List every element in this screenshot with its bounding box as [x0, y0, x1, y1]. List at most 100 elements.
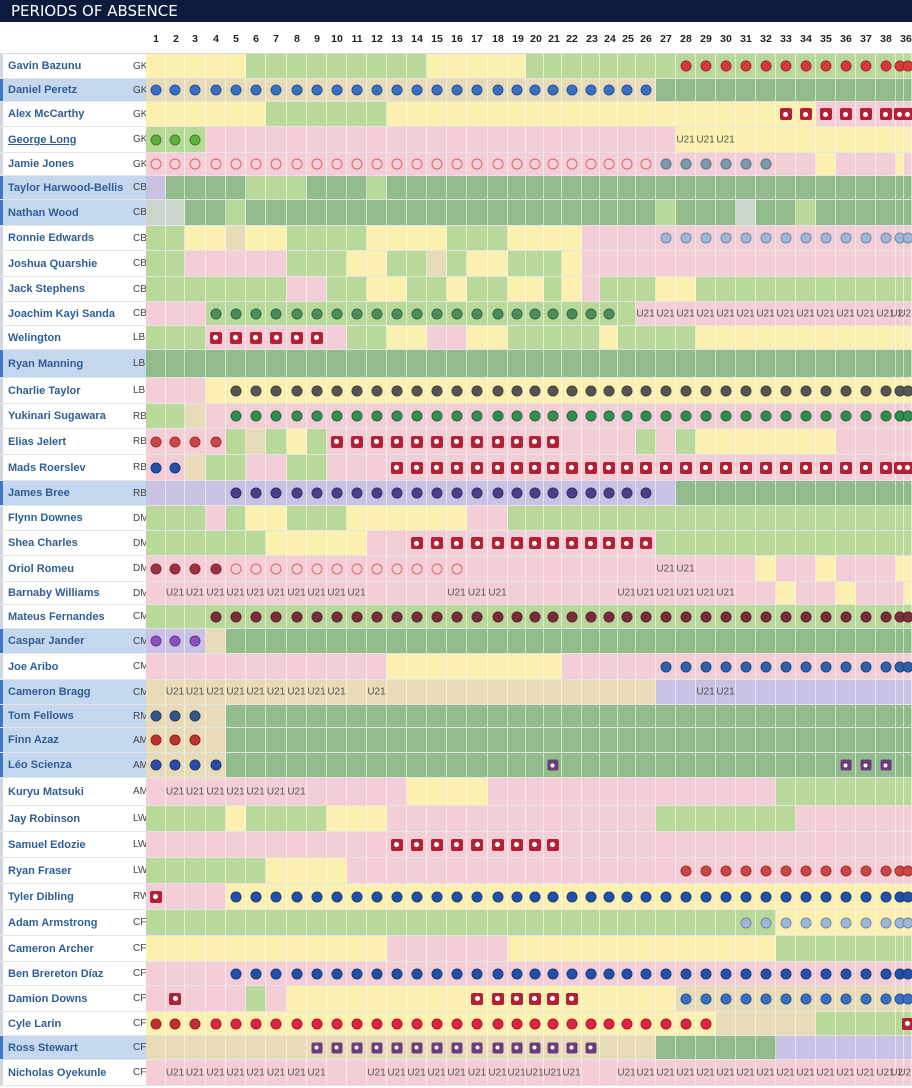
player-name[interactable]: Shea Charles — [8, 537, 78, 549]
absence-cell[interactable] — [636, 962, 656, 985]
absence-cell[interactable] — [508, 127, 526, 152]
absence-cell[interactable] — [287, 806, 307, 831]
player-name[interactable]: Ross Stewart — [8, 1042, 78, 1054]
absence-cell[interactable] — [876, 226, 896, 250]
absence-cell[interactable] — [427, 531, 447, 555]
absence-cell[interactable] — [447, 378, 467, 403]
absence-cell[interactable] — [347, 481, 367, 505]
absence-cell[interactable] — [618, 127, 636, 152]
absence-cell[interactable] — [387, 832, 407, 857]
absence-cell[interactable] — [736, 506, 756, 530]
absence-cell[interactable]: U21 — [756, 1060, 776, 1085]
absence-cell[interactable] — [407, 200, 427, 225]
absence-cell[interactable]: U21 — [776, 1060, 796, 1085]
absence-cell[interactable] — [407, 936, 427, 961]
absence-cell[interactable] — [896, 832, 904, 857]
absence-cell[interactable] — [600, 936, 618, 961]
absence-cell[interactable] — [896, 582, 904, 604]
absence-cell[interactable] — [876, 858, 896, 883]
absence-cell[interactable]: U21 — [367, 1060, 387, 1085]
absence-cell[interactable] — [467, 176, 488, 199]
absence-cell[interactable] — [876, 910, 896, 935]
absence-cell[interactable] — [508, 54, 526, 78]
absence-cell[interactable] — [447, 705, 467, 727]
absence-cell[interactable] — [562, 153, 582, 175]
absence-cell[interactable] — [756, 582, 776, 604]
absence-cell[interactable] — [636, 326, 656, 349]
absence-cell[interactable] — [656, 277, 676, 301]
absence-cell[interactable] — [407, 629, 427, 653]
absence-cell[interactable] — [327, 251, 347, 276]
absence-cell[interactable] — [287, 251, 307, 276]
absence-cell[interactable] — [776, 680, 796, 704]
absence-cell[interactable] — [636, 936, 656, 961]
absence-cell[interactable] — [876, 1012, 896, 1035]
absence-cell[interactable] — [246, 506, 266, 530]
absence-cell[interactable] — [407, 962, 427, 985]
absence-cell[interactable] — [876, 806, 896, 831]
absence-cell[interactable] — [656, 654, 676, 679]
absence-cell[interactable] — [562, 962, 582, 985]
absence-cell[interactable] — [327, 176, 347, 199]
absence-cell[interactable] — [562, 654, 582, 679]
absence-cell[interactable] — [226, 326, 246, 349]
player-row[interactable]: Elias Jelert RB — [0, 429, 912, 455]
absence-cell[interactable] — [307, 153, 327, 175]
absence-cell[interactable] — [367, 350, 387, 377]
absence-cell[interactable]: U21 — [636, 1060, 656, 1085]
absence-cell[interactable] — [166, 350, 185, 377]
absence-cell[interactable] — [488, 531, 508, 555]
absence-cell[interactable] — [526, 705, 544, 727]
absence-cell[interactable] — [896, 506, 904, 530]
absence-cell[interactable] — [367, 753, 387, 777]
absence-cell[interactable] — [544, 326, 562, 349]
absence-cell[interactable] — [756, 506, 776, 530]
absence-cell[interactable] — [185, 884, 206, 909]
absence-cell[interactable] — [146, 378, 166, 403]
absence-cell[interactable] — [562, 778, 582, 805]
absence-cell[interactable] — [736, 251, 756, 276]
absence-cell[interactable] — [387, 378, 407, 403]
absence-cell[interactable] — [166, 455, 185, 480]
absence-cell[interactable] — [327, 654, 347, 679]
absence-cell[interactable] — [656, 378, 676, 403]
absence-cell[interactable]: U21 — [776, 302, 796, 325]
absence-cell[interactable] — [206, 200, 226, 225]
absence-cell[interactable] — [508, 832, 526, 857]
absence-cell[interactable] — [266, 858, 287, 883]
absence-cell[interactable] — [836, 127, 856, 152]
absence-cell[interactable] — [287, 531, 307, 555]
absence-cell[interactable] — [856, 705, 876, 727]
absence-cell[interactable] — [904, 936, 912, 961]
absence-cell[interactable] — [246, 404, 266, 428]
absence-cell[interactable] — [836, 582, 856, 604]
absence-cell[interactable] — [447, 404, 467, 428]
player-row[interactable]: Joachim Kayi Sanda CB U21 U21 U21 U21 U21 U21 U2… — [0, 302, 912, 326]
absence-cell[interactable]: U21 — [656, 302, 676, 325]
absence-cell[interactable]: U21 — [676, 302, 696, 325]
absence-cell[interactable] — [856, 884, 876, 909]
absence-cell[interactable] — [600, 79, 618, 101]
absence-cell[interactable] — [876, 176, 896, 199]
absence-cell[interactable] — [544, 1012, 562, 1035]
absence-cell[interactable] — [146, 226, 166, 250]
absence-cell[interactable] — [387, 481, 407, 505]
absence-cell[interactable] — [246, 1036, 266, 1059]
player-name[interactable]: Ryan Manning — [8, 358, 84, 370]
player-name[interactable]: Flynn Downes — [8, 512, 83, 524]
absence-cell[interactable] — [562, 728, 582, 752]
absence-cell[interactable] — [656, 226, 676, 250]
absence-cell[interactable] — [836, 506, 856, 530]
absence-cell[interactable] — [407, 506, 427, 530]
absence-cell[interactable] — [508, 962, 526, 985]
absence-cell[interactable] — [347, 986, 367, 1011]
absence-cell[interactable] — [816, 986, 836, 1011]
absence-cell[interactable] — [876, 556, 896, 581]
player-row[interactable]: Adam Armstrong CF — [0, 910, 912, 936]
absence-cell[interactable] — [166, 910, 185, 935]
absence-cell[interactable] — [796, 832, 816, 857]
absence-cell[interactable] — [508, 582, 526, 604]
absence-cell[interactable] — [508, 884, 526, 909]
absence-cell[interactable] — [582, 1060, 600, 1085]
absence-cell[interactable] — [367, 582, 387, 604]
